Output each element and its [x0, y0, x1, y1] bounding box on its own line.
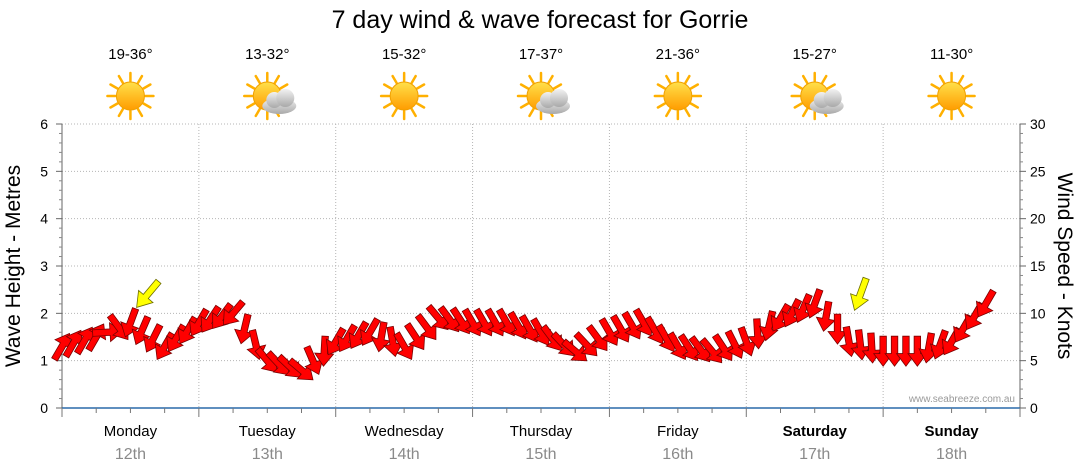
wind-arrow [507, 310, 529, 340]
wind-arrow [711, 333, 734, 362]
wind-arrow [585, 324, 608, 352]
wind-arrow [827, 313, 848, 345]
wind-arrow [598, 317, 620, 346]
y-left-tick-label: 1 [40, 353, 48, 369]
y-left-tick-label: 0 [40, 400, 48, 416]
wind-arrow [737, 326, 757, 357]
wind-arrow [223, 299, 246, 326]
swell-arrow [136, 278, 162, 308]
wind-arrow [143, 323, 164, 353]
wind-arrow [473, 307, 494, 337]
wind-arrows [51, 288, 997, 381]
partly-cloudy-icon [790, 71, 844, 121]
wind-arrow [609, 313, 631, 343]
y-right-tick-label: 5 [1030, 353, 1038, 369]
day-temperature: 11-30° [930, 46, 973, 63]
partly-cloudy-icon [243, 71, 297, 121]
wind-arrow [677, 333, 699, 362]
day-temperature: 21-36° [656, 46, 700, 63]
wind-arrow [370, 321, 392, 353]
y-right-tick-label: 20 [1030, 211, 1046, 227]
wind-arrow [666, 331, 688, 361]
day-temperature: 13-32° [245, 46, 289, 63]
y-right-tick-label: 15 [1030, 258, 1046, 274]
sunny-icon [379, 71, 429, 121]
wind-arrow [287, 357, 314, 381]
wind-arrow [437, 305, 460, 333]
date-label: 13th [252, 446, 283, 463]
wind-arrow [884, 335, 905, 367]
wind-arrow [414, 313, 437, 341]
day-label: Wednesday [365, 423, 444, 440]
y-left-tick-label: 6 [40, 116, 48, 132]
wind-arrow [561, 338, 588, 362]
day-label: Tuesday [239, 423, 296, 440]
chart-axes: 0 1 2 3 4 5 6 0 5 10 15 20 25 30 [40, 116, 1046, 417]
y-right-tick-label: 0 [1030, 400, 1038, 416]
sunny-icon [927, 71, 976, 121]
y-left-tick-label: 4 [40, 211, 48, 227]
day-label: Saturday [783, 423, 848, 440]
wind-arrow [621, 310, 643, 340]
left-axis-label: Wave Height - Metres [2, 165, 25, 367]
wind-arrow [383, 325, 404, 358]
day-temperature: 15-32° [382, 46, 426, 63]
wind-arrow [393, 331, 414, 361]
y-left-tick-label: 3 [40, 258, 48, 274]
wind-arrow [747, 318, 769, 350]
y-left-tick-label: 5 [40, 163, 48, 179]
wind-arrow [518, 313, 540, 343]
right-axis-label: Wind Speed - Knots [1053, 173, 1076, 360]
date-label: 15th [525, 446, 556, 463]
swell-arrows [136, 276, 870, 312]
wind-arrow [495, 307, 517, 337]
date-label: 16th [662, 446, 693, 463]
x-axis-day-labels: Monday 12th Tuesday 13th Wednesday 14th Thursd… [104, 423, 980, 463]
chart-grid [62, 123, 1020, 408]
wind-arrow [804, 288, 824, 319]
wind-arrow [234, 313, 254, 345]
partly-cloudy-icon [516, 71, 570, 121]
date-label: 14th [389, 446, 420, 463]
wind-arrow [975, 288, 997, 318]
wind-arrow [461, 307, 483, 337]
header-days: 19-36° 13-32° 15-32° 17-37° 21-36° 15-27° 11-3… [106, 46, 976, 121]
chart-title: 7 day wind & wave forecast for Gorrie [332, 6, 749, 34]
date-label: 17th [799, 446, 830, 463]
y-right-tick-label: 25 [1030, 163, 1046, 179]
day-temperature: 15-27° [793, 46, 837, 63]
watermark: www.seabreeze.com.au [908, 394, 1015, 405]
wind-arrow [303, 345, 324, 376]
sunny-icon [106, 71, 155, 121]
wind-arrow [699, 337, 723, 364]
sunny-icon [653, 71, 703, 121]
date-label: 18th [936, 446, 967, 463]
y-right-tick-label: 30 [1030, 116, 1046, 132]
day-label: Thursday [510, 423, 573, 440]
wind-arrow [895, 335, 917, 367]
wind-arrow [425, 303, 449, 331]
y-left-tick-label: 2 [40, 305, 48, 321]
wind-arrow [793, 293, 813, 323]
wind-arrow [484, 307, 506, 337]
wind-arrow [404, 322, 426, 351]
wind-arrow [573, 331, 598, 357]
date-label: 12th [115, 446, 146, 463]
y-right-tick-label: 10 [1030, 305, 1046, 321]
swell-arrow [849, 276, 870, 312]
wind-arrow [449, 306, 471, 335]
day-temperature: 19-36° [108, 46, 152, 63]
day-label: Sunday [924, 423, 979, 440]
day-label: Friday [657, 423, 699, 440]
day-temperature: 17-37° [519, 46, 563, 63]
day-label: Monday [104, 423, 158, 440]
wind-arrow [724, 329, 745, 359]
wind-arrow [815, 300, 836, 332]
